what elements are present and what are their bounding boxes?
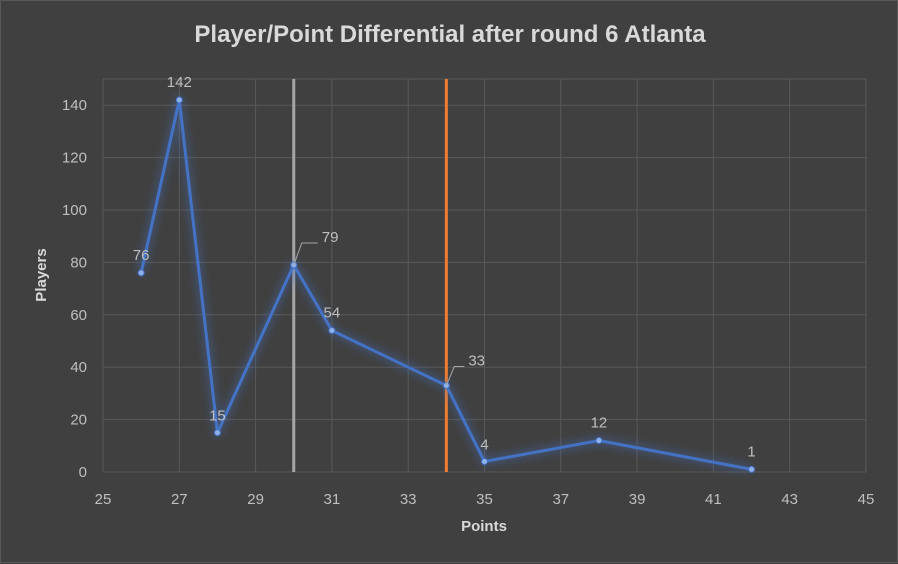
x-tick-label: 37: [552, 491, 569, 508]
x-tick-label: 27: [171, 491, 188, 508]
data-point: [137, 269, 145, 277]
data-label-leader: [293, 242, 318, 266]
x-axis-title: Points: [461, 518, 507, 535]
x-tick-label: 29: [247, 491, 264, 508]
data-point: [328, 327, 336, 335]
data-label: 54: [324, 305, 341, 322]
data-label: 33: [468, 353, 485, 370]
data-label: 76: [133, 247, 150, 264]
data-label: 4: [480, 437, 488, 454]
gridlines: [102, 78, 867, 473]
y-tick-label: 40: [70, 359, 87, 376]
data-point: [481, 458, 488, 466]
x-tick-label: 41: [705, 491, 722, 508]
y-tick-label: 100: [62, 202, 87, 219]
data-label: 79: [322, 229, 339, 246]
data-point: [175, 96, 183, 104]
data-label-leader: [445, 366, 465, 386]
y-tick-label: 120: [62, 150, 87, 167]
y-tick-label: 80: [70, 254, 87, 271]
data-point: [748, 465, 756, 473]
data-label: 12: [591, 415, 608, 432]
y-tick-label: 0: [79, 464, 87, 481]
data-label: 1: [747, 443, 755, 460]
chart-title: Player/Point Differential after round 6 …: [194, 21, 706, 48]
data-label: 15: [209, 408, 226, 425]
y-tick-label: 20: [70, 412, 87, 429]
x-tick-label: 33: [400, 491, 417, 508]
data-labels: 76 142 15 79 54 33 4 12 1: [133, 74, 756, 460]
y-tick-label: 140: [62, 97, 87, 114]
x-tick-label: 43: [781, 491, 798, 508]
x-tick-label: 25: [95, 491, 112, 508]
x-tick-label: 45: [858, 491, 875, 508]
x-tick-label: 31: [324, 491, 341, 508]
x-tick-label: 39: [629, 491, 646, 508]
y-axis-title: Players: [33, 248, 50, 301]
series-line: [136, 95, 756, 474]
data-point: [595, 437, 603, 445]
x-tick-label: 35: [476, 491, 493, 508]
data-point: [213, 429, 221, 437]
data-label: 142: [167, 74, 192, 91]
y-tick-label: 60: [70, 307, 87, 324]
reference-lines: [288, 79, 452, 472]
